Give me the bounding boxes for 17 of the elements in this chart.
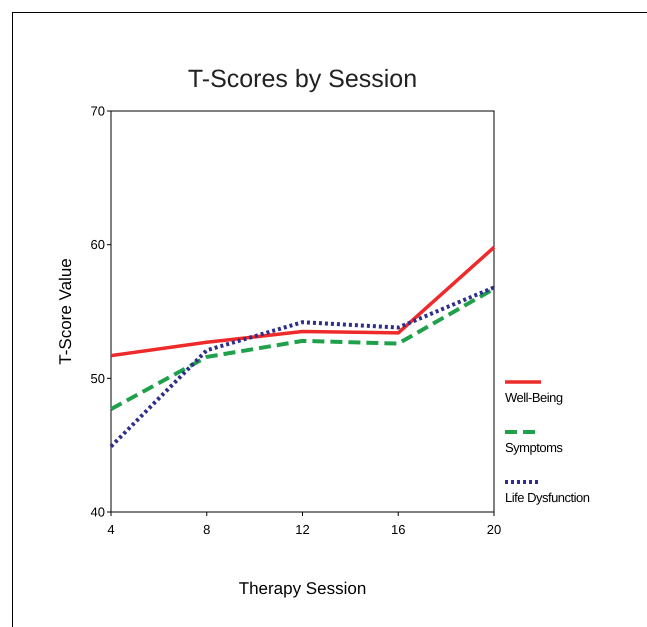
line-series <box>109 246 496 358</box>
y-tick-label: 70 <box>90 104 105 119</box>
x-tick-label: 12 <box>295 522 310 537</box>
x-axis-title: Therapy Session <box>238 579 366 598</box>
x-tick-label: 8 <box>203 522 210 537</box>
chart-title: T-Scores by Session <box>188 65 418 93</box>
y-tick-label: 60 <box>90 237 105 252</box>
legend-label: Symptoms <box>505 440 564 455</box>
legend-label: Life Dysfunction <box>505 490 590 505</box>
x-tick-label: 4 <box>107 522 115 537</box>
y-axis-title: T-Score Value <box>56 258 75 365</box>
y-tick-label: 50 <box>90 370 105 386</box>
x-tick-label: 20 <box>486 522 502 537</box>
y-tick-label: 40 <box>90 504 105 520</box>
legend-label: Well-Being <box>505 390 563 405</box>
line-series <box>109 285 496 449</box>
x-tick-label: 16 <box>391 522 406 537</box>
